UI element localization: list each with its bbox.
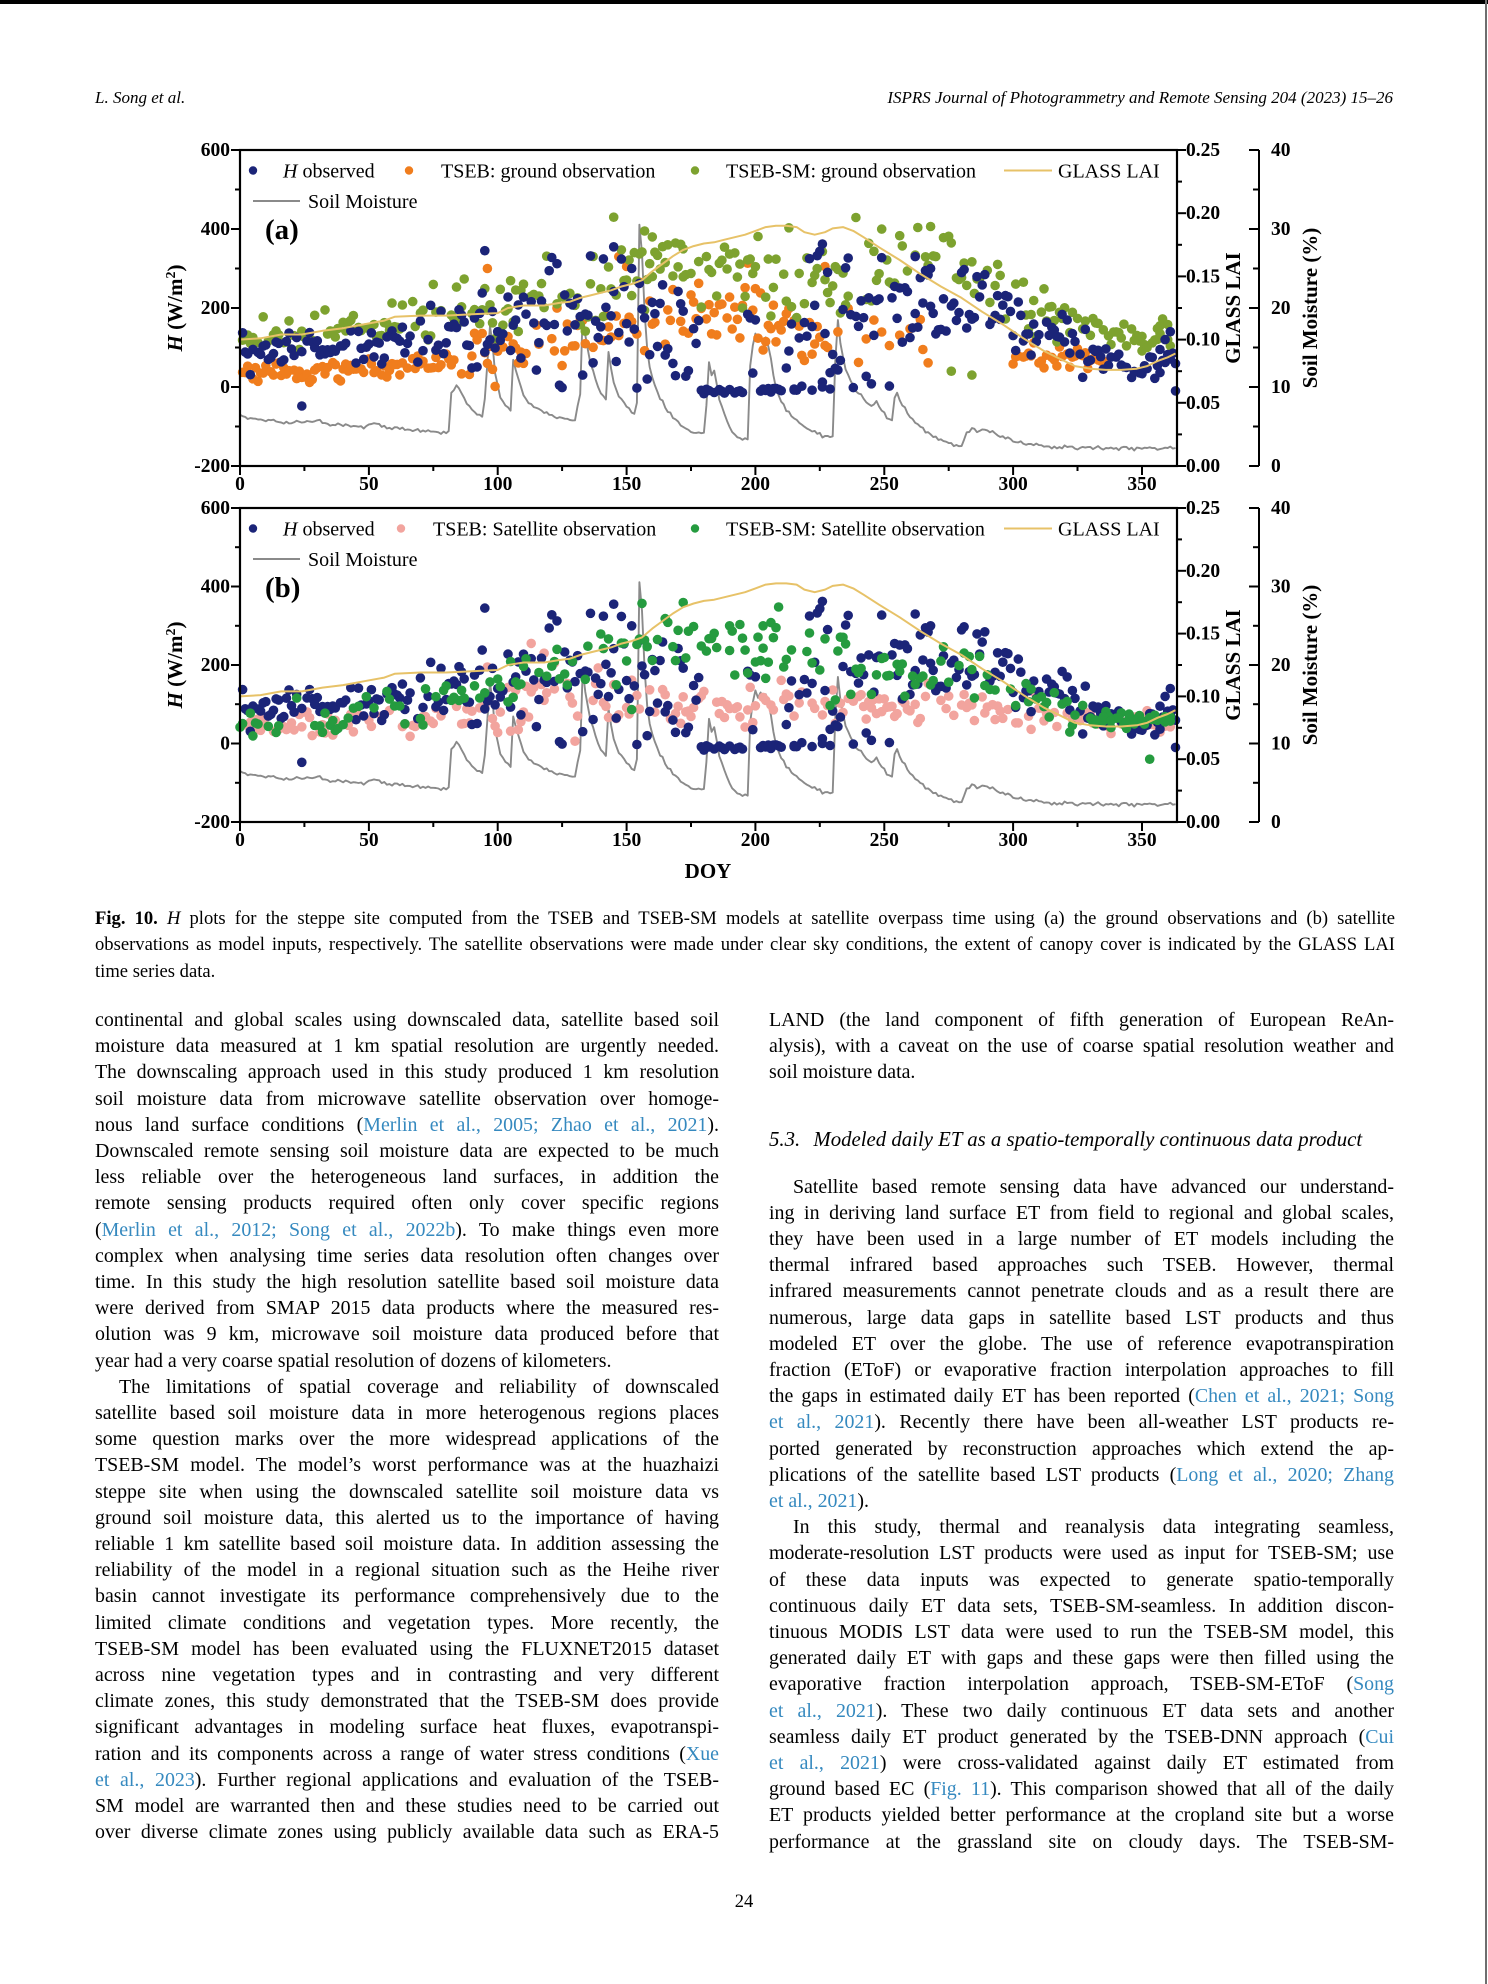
svg-text:100: 100 bbox=[483, 830, 512, 851]
svg-text:400: 400 bbox=[201, 219, 230, 240]
svg-text:Soil Moisture: Soil Moisture bbox=[308, 191, 418, 213]
svg-text:30: 30 bbox=[1271, 219, 1291, 240]
svg-text:0: 0 bbox=[220, 377, 230, 398]
svg-text:TSEB: Satellite observation: TSEB: Satellite observation bbox=[433, 519, 656, 541]
svg-text:30: 30 bbox=[1271, 577, 1291, 598]
svg-text:0.05: 0.05 bbox=[1186, 393, 1220, 414]
svg-text:250: 250 bbox=[870, 474, 899, 495]
svg-text:0.10: 0.10 bbox=[1186, 330, 1220, 351]
svg-text:350: 350 bbox=[1127, 474, 1156, 495]
svg-text:20: 20 bbox=[1271, 655, 1291, 676]
svg-text:0.00: 0.00 bbox=[1186, 456, 1220, 477]
svg-text:10: 10 bbox=[1271, 734, 1291, 755]
svg-text:0: 0 bbox=[235, 474, 245, 495]
svg-text:600: 600 bbox=[201, 498, 230, 519]
svg-text:DOY: DOY bbox=[685, 859, 732, 883]
svg-text:GLASS LAI: GLASS LAI bbox=[1058, 519, 1160, 541]
svg-text:10: 10 bbox=[1271, 377, 1291, 398]
svg-text:GLASS LAI: GLASS LAI bbox=[1221, 252, 1245, 363]
svg-text:0: 0 bbox=[220, 734, 230, 755]
svg-text:50: 50 bbox=[359, 474, 379, 495]
svg-text:(b): (b) bbox=[265, 572, 300, 604]
svg-text:TSEB-SM: ground observation: TSEB-SM: ground observation bbox=[726, 161, 976, 183]
svg-text:Soil Moisture (%): Soil Moisture (%) bbox=[1298, 585, 1322, 746]
svg-text:0.15: 0.15 bbox=[1186, 266, 1220, 287]
svg-text:200: 200 bbox=[741, 474, 770, 495]
svg-text:-200: -200 bbox=[194, 456, 230, 477]
svg-text:0.25: 0.25 bbox=[1186, 498, 1220, 519]
svg-text:H observed: H observed bbox=[282, 161, 375, 183]
svg-text:TSEB-SM: Satellite observation: TSEB-SM: Satellite observation bbox=[726, 519, 985, 541]
svg-text:0.20: 0.20 bbox=[1186, 561, 1220, 582]
svg-text:0: 0 bbox=[235, 830, 245, 851]
svg-text:-200: -200 bbox=[194, 812, 230, 833]
svg-text:Soil Moisture: Soil Moisture bbox=[308, 549, 418, 571]
svg-text:0.20: 0.20 bbox=[1186, 203, 1220, 224]
svg-text:400: 400 bbox=[201, 577, 230, 598]
svg-text:GLASS LAI: GLASS LAI bbox=[1221, 609, 1245, 720]
svg-text:300: 300 bbox=[998, 830, 1027, 851]
svg-text:Soil Moisture (%): Soil Moisture (%) bbox=[1298, 228, 1322, 389]
svg-text:200: 200 bbox=[201, 298, 230, 319]
svg-text:0: 0 bbox=[1271, 456, 1281, 477]
svg-text:H (W/m2): H (W/m2) bbox=[163, 265, 187, 353]
svg-text:0.05: 0.05 bbox=[1186, 749, 1220, 770]
svg-text:20: 20 bbox=[1271, 298, 1291, 319]
svg-text:250: 250 bbox=[870, 830, 899, 851]
svg-text:300: 300 bbox=[998, 474, 1027, 495]
svg-text:200: 200 bbox=[741, 830, 770, 851]
svg-text:0.15: 0.15 bbox=[1186, 624, 1220, 645]
svg-text:600: 600 bbox=[201, 140, 230, 161]
svg-text:0.00: 0.00 bbox=[1186, 812, 1220, 833]
svg-text:(a): (a) bbox=[265, 214, 299, 246]
svg-text:350: 350 bbox=[1127, 830, 1156, 851]
svg-text:100: 100 bbox=[483, 474, 512, 495]
svg-text:200: 200 bbox=[201, 655, 230, 676]
svg-text:150: 150 bbox=[612, 830, 641, 851]
svg-text:H observed: H observed bbox=[282, 519, 375, 541]
svg-text:H (W/m2): H (W/m2) bbox=[163, 622, 187, 710]
svg-text:40: 40 bbox=[1271, 498, 1291, 519]
svg-text:50: 50 bbox=[359, 830, 379, 851]
svg-text:0.10: 0.10 bbox=[1186, 686, 1220, 707]
svg-text:0: 0 bbox=[1271, 812, 1281, 833]
svg-text:40: 40 bbox=[1271, 140, 1291, 161]
svg-text:GLASS LAI: GLASS LAI bbox=[1058, 161, 1160, 183]
svg-text:0.25: 0.25 bbox=[1186, 140, 1220, 161]
svg-text:150: 150 bbox=[612, 474, 641, 495]
svg-text:TSEB: ground observation: TSEB: ground observation bbox=[441, 161, 655, 183]
